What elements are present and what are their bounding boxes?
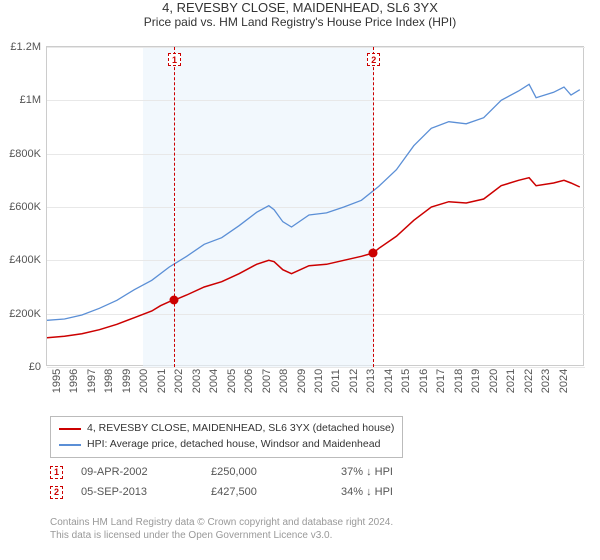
x-tick-label: 2016: [414, 369, 430, 393]
x-tick-label: 2017: [431, 369, 447, 393]
x-tick-label: 2023: [536, 369, 552, 393]
transaction-price: £250,000: [211, 466, 341, 478]
x-tick-label: 2019: [466, 369, 482, 393]
x-tick-label: 2013: [361, 369, 377, 393]
x-tick-label: 2004: [204, 369, 220, 393]
y-tick-label: £1M: [20, 94, 47, 106]
marker-dot: [369, 249, 378, 258]
y-tick-label: £1.2M: [10, 41, 47, 53]
legend-label: HPI: Average price, detached house, Wind…: [87, 437, 380, 453]
footer-line: Contains HM Land Registry data © Crown c…: [50, 516, 393, 529]
x-tick-label: 1999: [117, 369, 133, 393]
chart-subtitle: Price paid vs. HM Land Registry's House …: [0, 15, 600, 29]
legend-swatch: [59, 428, 81, 430]
y-tick-label: £400K: [9, 254, 47, 266]
legend-label: 4, REVESBY CLOSE, MAIDENHEAD, SL6 3YX (d…: [87, 421, 394, 437]
legend: 4, REVESBY CLOSE, MAIDENHEAD, SL6 3YX (d…: [50, 416, 403, 458]
legend-swatch: [59, 444, 81, 446]
chart-title: 4, REVESBY CLOSE, MAIDENHEAD, SL6 3YX: [0, 0, 600, 15]
x-tick-label: 1995: [47, 369, 63, 393]
x-tick-label: 2020: [484, 369, 500, 393]
marker-label: 2: [367, 53, 380, 66]
series-price_paid: [47, 178, 580, 338]
transaction-date: 05-SEP-2013: [81, 486, 211, 498]
x-tick-label: 2024: [554, 369, 570, 393]
transaction-row: 2 05-SEP-2013£427,50034% ↓ HPI: [50, 482, 471, 502]
marker-label: 1: [168, 53, 181, 66]
x-tick-label: 1996: [64, 369, 80, 393]
x-tick-label: 2005: [222, 369, 238, 393]
x-tick-label: 2009: [292, 369, 308, 393]
x-tick-label: 2007: [257, 369, 273, 393]
x-tick-label: 1997: [82, 369, 98, 393]
x-tick-label: 2018: [449, 369, 465, 393]
legend-item: HPI: Average price, detached house, Wind…: [59, 437, 394, 453]
x-tick-label: 2022: [519, 369, 535, 393]
x-tick-label: 2008: [274, 369, 290, 393]
x-tick-label: 2002: [169, 369, 185, 393]
x-tick-label: 2011: [326, 369, 342, 393]
marker-vline: [174, 47, 175, 367]
y-tick-label: £200K: [9, 308, 47, 320]
transactions-table: 1 09-APR-2002£250,00037% ↓ HPI 2 05-SEP-201…: [50, 462, 471, 502]
transaction-delta: 34% ↓ HPI: [341, 486, 471, 498]
transaction-price: £427,500: [211, 486, 341, 498]
x-tick-label: 2010: [309, 369, 325, 393]
footer-line: This data is licensed under the Open Gov…: [50, 529, 393, 542]
marker-vline: [373, 47, 374, 367]
series-layer: [47, 47, 585, 367]
x-tick-label: 2003: [187, 369, 203, 393]
x-tick-label: 2001: [152, 369, 168, 393]
x-tick-label: 2014: [379, 369, 395, 393]
y-tick-label: £800K: [9, 148, 47, 160]
transaction-index: 2: [50, 486, 63, 499]
x-tick-label: 2021: [501, 369, 517, 393]
y-tick-label: £600K: [9, 201, 47, 213]
x-tick-label: 2006: [239, 369, 255, 393]
transaction-delta: 37% ↓ HPI: [341, 466, 471, 478]
x-tick-label: 2015: [396, 369, 412, 393]
x-tick-label: 2000: [134, 369, 150, 393]
series-hpi: [47, 84, 580, 320]
legend-item: 4, REVESBY CLOSE, MAIDENHEAD, SL6 3YX (d…: [59, 421, 394, 437]
transaction-date: 09-APR-2002: [81, 466, 211, 478]
transaction-row: 1 09-APR-2002£250,00037% ↓ HPI: [50, 462, 471, 482]
transaction-index: 1: [50, 466, 63, 479]
plot-area: £0£200K£400K£600K£800K£1M£1.2M1995199619…: [46, 46, 584, 366]
footer-attribution: Contains HM Land Registry data © Crown c…: [50, 516, 393, 542]
marker-dot: [169, 296, 178, 305]
x-tick-label: 2012: [344, 369, 360, 393]
y-tick-label: £0: [29, 361, 47, 373]
x-tick-label: 1998: [99, 369, 115, 393]
